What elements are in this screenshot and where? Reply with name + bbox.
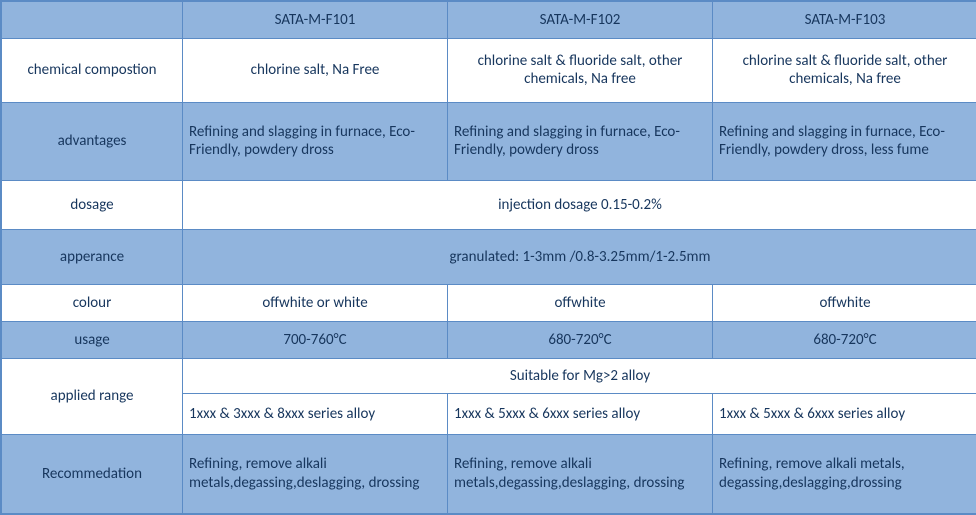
cell-usage-c2: 680-720°C [448, 322, 713, 359]
label-appearance: apperance [2, 229, 183, 284]
cell-colour-c1: offwhite or white [183, 285, 448, 322]
row-appearance: apperance granulated: 1-3mm /0.8-3.25mm/… [2, 229, 976, 284]
cell-applied-c2: 1xxx & 5xxx & 6xxx series alloy [448, 393, 713, 435]
cell-colour-c3: offwhite [713, 285, 976, 322]
label-chemical-composition: chemical compostion [2, 38, 183, 102]
cell-applied-c1: 1xxx & 3xxx & 8xxx series alloy [183, 393, 448, 435]
cell-applied-c3: 1xxx & 5xxx & 6xxx series alloy [713, 393, 976, 435]
row-colour: colour offwhite or white offwhite offwhi… [2, 285, 976, 322]
row-applied-range-top: applied range Suitable for Mg>2 alloy [2, 359, 976, 394]
row-recommendation: Recommedation Refining, remove alkali me… [2, 435, 976, 514]
label-usage: usage [2, 322, 183, 359]
header-row: SATA-M-F101 SATA-M-F102 SATA-M-F103 [2, 2, 976, 39]
label-dosage: dosage [2, 181, 183, 230]
header-c3: SATA-M-F103 [713, 2, 976, 39]
cell-adv-c2: Refining and slagging in furnace, Eco-Fr… [448, 102, 713, 181]
label-advantages: advantages [2, 102, 183, 181]
cell-chem-c1: chlorine salt, Na Free [183, 38, 448, 102]
cell-adv-c3: Refining and slagging in furnace, Eco-Fr… [713, 102, 976, 181]
cell-dosage-merged: injection dosage 0.15-0.2% [183, 181, 976, 230]
row-usage: usage 700-760°C 680-720°C 680-720°C [2, 322, 976, 359]
header-c2: SATA-M-F102 [448, 2, 713, 39]
cell-usage-c1: 700-760°C [183, 322, 448, 359]
cell-chem-c3: chlorine salt & fluoride salt, other che… [713, 38, 976, 102]
cell-adv-c1: Refining and slagging in furnace, Eco-Fr… [183, 102, 448, 181]
row-chemical-composition: chemical compostion chlorine salt, Na Fr… [2, 38, 976, 102]
cell-rec-c2: Refining, remove alkali metals,degassing… [448, 435, 713, 514]
label-colour: colour [2, 285, 183, 322]
label-applied-range: applied range [2, 359, 183, 435]
label-recommendation: Recommedation [2, 435, 183, 514]
cell-chem-c2: chlorine salt & fluoride salt, other che… [448, 38, 713, 102]
cell-appearance-merged: granulated: 1-3mm /0.8-3.25mm/1-2.5mm [183, 229, 976, 284]
cell-rec-c3: Refining, remove alkali metals, degassin… [713, 435, 976, 514]
cell-colour-c2: offwhite [448, 285, 713, 322]
cell-applied-range-merged: Suitable for Mg>2 alloy [183, 359, 976, 394]
header-blank [2, 2, 183, 39]
row-dosage: dosage injection dosage 0.15-0.2% [2, 181, 976, 230]
product-spec-table: SATA-M-F101 SATA-M-F102 SATA-M-F103 chem… [1, 1, 976, 514]
row-advantages: advantages Refining and slagging in furn… [2, 102, 976, 181]
cell-usage-c3: 680-720°C [713, 322, 976, 359]
header-c1: SATA-M-F101 [183, 2, 448, 39]
cell-rec-c1: Refining, remove alkali metals,degassing… [183, 435, 448, 514]
product-spec-table-container: SATA-M-F101 SATA-M-F102 SATA-M-F103 chem… [0, 0, 976, 515]
